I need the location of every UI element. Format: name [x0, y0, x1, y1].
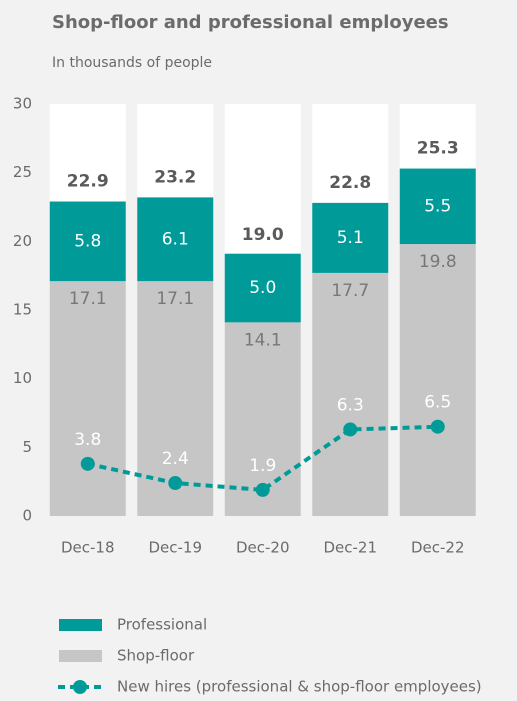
data-label: 5.5 — [424, 196, 451, 216]
data-label: 17.1 — [69, 289, 107, 309]
bar-segment — [49, 281, 126, 516]
legend-swatch — [59, 619, 102, 631]
legend-swatch — [59, 650, 102, 662]
x-tick-label: Dec-19 — [148, 539, 202, 557]
data-label: 6.1 — [162, 229, 189, 249]
bar-segment — [224, 253, 301, 323]
line-marker — [343, 422, 358, 437]
y-tick-label: 20 — [13, 232, 32, 250]
y-tick-label: 5 — [22, 438, 32, 456]
total-label: 25.3 — [417, 139, 459, 159]
bar-segment — [137, 197, 214, 282]
y-tick-label: 15 — [13, 301, 32, 319]
line-marker — [430, 419, 445, 434]
line-marker — [168, 476, 183, 491]
legend-label: New hires (professional & shop-floor emp… — [117, 678, 482, 696]
bar-segment — [399, 244, 476, 516]
data-label: 5.0 — [249, 278, 276, 298]
line-marker — [80, 456, 95, 471]
line-label: 6.5 — [424, 393, 451, 413]
y-tick-label: 30 — [13, 95, 32, 113]
y-tick-label: 25 — [13, 163, 32, 181]
total-label: 22.9 — [67, 172, 109, 192]
x-tick-label: Dec-22 — [411, 539, 465, 557]
bar-segment — [312, 272, 389, 516]
data-label: 14.1 — [244, 330, 282, 350]
legend-label: Professional — [117, 616, 207, 634]
total-label: 22.8 — [329, 173, 371, 193]
y-tick-label: 0 — [22, 507, 32, 525]
line-label: 3.8 — [74, 430, 101, 450]
legend-label: Shop-floor — [117, 647, 195, 665]
bar-segment — [399, 168, 476, 245]
data-label: 17.7 — [331, 281, 369, 301]
legend-swatch — [73, 680, 87, 694]
chart-title: Shop-floor and professional employees — [52, 12, 449, 33]
x-tick-label: Dec-20 — [236, 539, 290, 557]
data-label: 19.8 — [419, 252, 457, 272]
data-label: 17.1 — [156, 289, 194, 309]
chart-subtitle: In thousands of people — [52, 55, 212, 71]
total-label: 19.0 — [242, 225, 284, 245]
x-tick-label: Dec-21 — [323, 539, 377, 557]
bar-segment — [49, 201, 126, 282]
y-tick-label: 10 — [13, 369, 32, 387]
bar-segment — [312, 202, 389, 273]
data-label: 5.1 — [337, 228, 364, 248]
total-label: 23.2 — [154, 167, 196, 187]
data-label: 5.8 — [74, 231, 101, 251]
line-marker — [255, 482, 270, 497]
line — [87, 424, 438, 492]
line-label: 2.4 — [162, 449, 189, 469]
line-label: 1.9 — [249, 456, 276, 476]
x-tick-label: Dec-18 — [61, 539, 115, 557]
line-label: 6.3 — [337, 395, 364, 415]
